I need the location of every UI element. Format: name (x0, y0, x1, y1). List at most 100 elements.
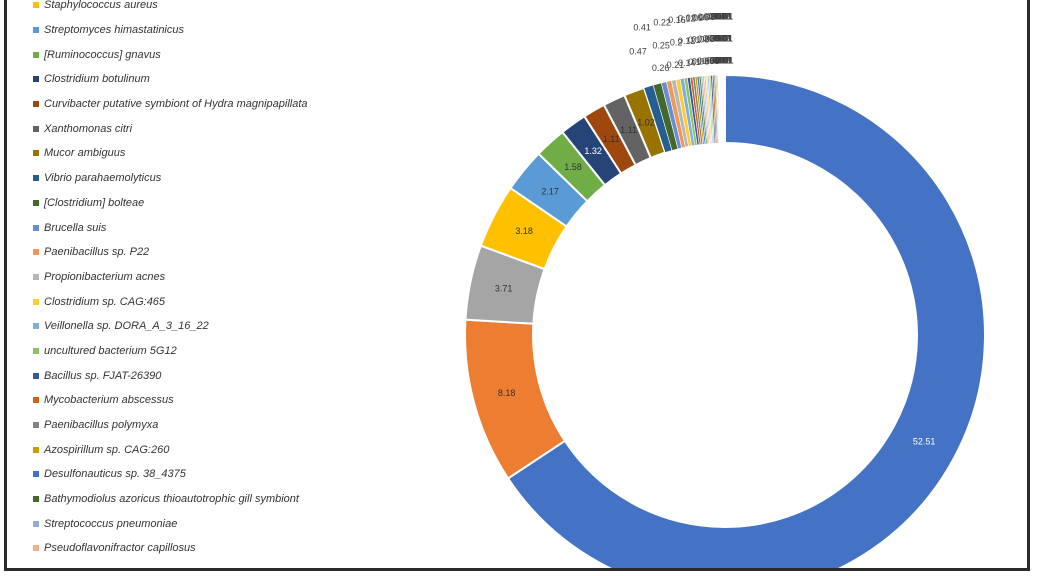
slice-value-label: 0.12 (678, 14, 696, 24)
slice-value-label: 0.01 (715, 33, 733, 43)
legend-item: Propionibacterium acnes (33, 265, 433, 290)
doughnut-slice (506, 73, 986, 568)
legend-item: Streptomyces himastatinicus (33, 18, 433, 43)
legend-label: [Clostridium] bolteae (44, 196, 145, 209)
legend-label: Bathymodiolus azoricus thioautotrophic g… (44, 493, 299, 506)
slice-value-label: 1.02 (637, 118, 655, 128)
legend-item: Clostridium sp. CAG:465 (33, 289, 433, 314)
slice-value-label: 0.02 (712, 55, 730, 65)
legend-swatch (33, 372, 39, 379)
slice-value-label: 0.01 (715, 55, 733, 65)
legend-label: Brucella suis (44, 221, 107, 234)
slice-value-label: 3.18 (515, 226, 533, 236)
slice-value-label: 1.32 (584, 146, 602, 156)
legend-item: Curvibacter putative symbiont of Hydra m… (33, 92, 433, 117)
chart-frame: Staphylococcus aureus Streptomyces himast… (4, 0, 1030, 571)
legend-item: Streptococcus pneumoniae (33, 511, 433, 536)
legend-item: Azospirillum sp. CAG:260 (33, 437, 433, 462)
slice-value-label: 0.02 (713, 11, 731, 21)
legend-item: uncultured bacterium 5G12 (33, 339, 433, 364)
slice-value-label: 0.08 (692, 12, 710, 22)
legend-swatch (33, 446, 39, 453)
slice-value-label: 0.02 (712, 33, 730, 43)
legend-swatch (33, 273, 39, 280)
legend-label: Streptococcus pneumoniae (44, 517, 178, 530)
legend-item: Bathymodiolus azoricus thioautotrophic g… (33, 487, 433, 512)
slice-value-label: 0.02 (712, 11, 730, 21)
legend-label: Staphylococcus aureus (44, 0, 158, 12)
slice-value-label: 8.18 (498, 388, 516, 398)
slice-value-label: 0.2 (670, 37, 683, 47)
legend-swatch (33, 471, 39, 478)
slice-value-label: 0.01 (714, 33, 732, 43)
legend-item: Clostridium botulinum (33, 67, 433, 92)
legend-swatch (33, 298, 39, 305)
legend-swatch (33, 422, 39, 429)
slice-value-label: 0.04 (707, 33, 725, 43)
slice-value-label: 0.26 (652, 63, 670, 73)
legend-item: [Clostridium] bolteae (33, 191, 433, 216)
slice-value-label: 0.22 (653, 18, 671, 28)
legend-swatch (33, 125, 39, 132)
legend-label: Mucor ambiguus (44, 147, 126, 160)
legend-swatch (33, 101, 39, 108)
legend-swatch (33, 570, 39, 571)
legend-item: Acetobacter pomorum (33, 561, 433, 571)
slice-value-label: 0.25 (652, 40, 670, 50)
legend-swatch (33, 2, 39, 9)
legend-item: Staphylococcus aureus (33, 0, 433, 18)
slice-value-label: 0.08 (692, 56, 710, 66)
legend-label: Curvibacter putative symbiont of Hydra m… (44, 98, 308, 111)
legend-swatch (33, 199, 39, 206)
slice-value-label: 2.17 (541, 186, 559, 196)
slice-value-label: 0.1 (688, 35, 701, 45)
slice-value-label: 0.47 (629, 46, 647, 56)
legend-item: Desulfonauticus sp. 38_4375 (33, 462, 433, 487)
slice-value-label: 0.08 (697, 56, 715, 66)
legend-swatch (33, 76, 39, 83)
slice-value-label: 0.02 (713, 55, 731, 65)
slice-value-label: 0.04 (707, 11, 725, 21)
slice-value-label: 0.08 (703, 34, 721, 44)
slice-value-label: 0.08 (697, 34, 715, 44)
legend-label: Azospirillum sp. CAG:260 (44, 443, 170, 456)
slice-value-label: 0.12 (678, 36, 696, 46)
legend-label: Veillonella sp. DORA_A_3_16_22 (44, 320, 209, 333)
slice-value-label: 0.01 (714, 55, 732, 65)
legend-label: Desulfonauticus sp. 38_4375 (44, 468, 186, 481)
slice-value-label: 0.01 (714, 11, 732, 21)
legend-swatch (33, 224, 39, 231)
legend-item: Xanthomonas citri (33, 116, 433, 141)
legend-label: Acetobacter pomorum (44, 567, 152, 568)
slice-value-label: 0.01 (715, 55, 733, 65)
legend-swatch (33, 27, 39, 34)
legend-item: [Ruminococcus] gnavus (33, 42, 433, 67)
legend-label: Vibrio parahaemolyticus (44, 172, 162, 185)
legend-swatch (33, 175, 39, 182)
legend-swatch (33, 397, 39, 404)
slice-value-label: 0.07 (704, 12, 722, 22)
slice-value-label: 1.11 (620, 125, 637, 135)
slice-value-label: 0.02 (710, 33, 728, 43)
slice-value-label: 52.51 (913, 436, 936, 446)
slice-value-label: 0.01 (716, 55, 734, 65)
legend-item: Mycobacterium abscessus (33, 388, 433, 413)
slice-value-label: 0.14 (678, 58, 696, 68)
slice-value-label: 3.71 (495, 283, 513, 293)
legend-label: Pseudoflavonifractor capillosus (44, 542, 196, 555)
legend-label: [Ruminococcus] gnavus (44, 48, 161, 61)
legend-item: Veillonella sp. DORA_A_3_16_22 (33, 314, 433, 339)
legend-label: Paenibacillus sp. P22 (44, 246, 150, 259)
slice-value-label: 0.01 (715, 11, 733, 21)
slice-value-label: 0.08 (692, 34, 710, 44)
slice-value-label: 0.01 (716, 33, 734, 43)
slice-value-label: 0.1 (688, 57, 701, 67)
legend-label: Bacillus sp. FJAT-26390 (44, 369, 162, 382)
legend-item: Mucor ambiguus (33, 141, 433, 166)
slice-value-label: 0.01 (716, 11, 734, 21)
legend-swatch (33, 545, 39, 552)
chart-legend: Staphylococcus aureus Streptomyces himast… (33, 0, 433, 571)
legend-item: Bacillus sp. FJAT-26390 (33, 363, 433, 388)
slice-value-label: 0.05 (707, 56, 725, 66)
slice-value-label: 0.41 (633, 22, 651, 32)
